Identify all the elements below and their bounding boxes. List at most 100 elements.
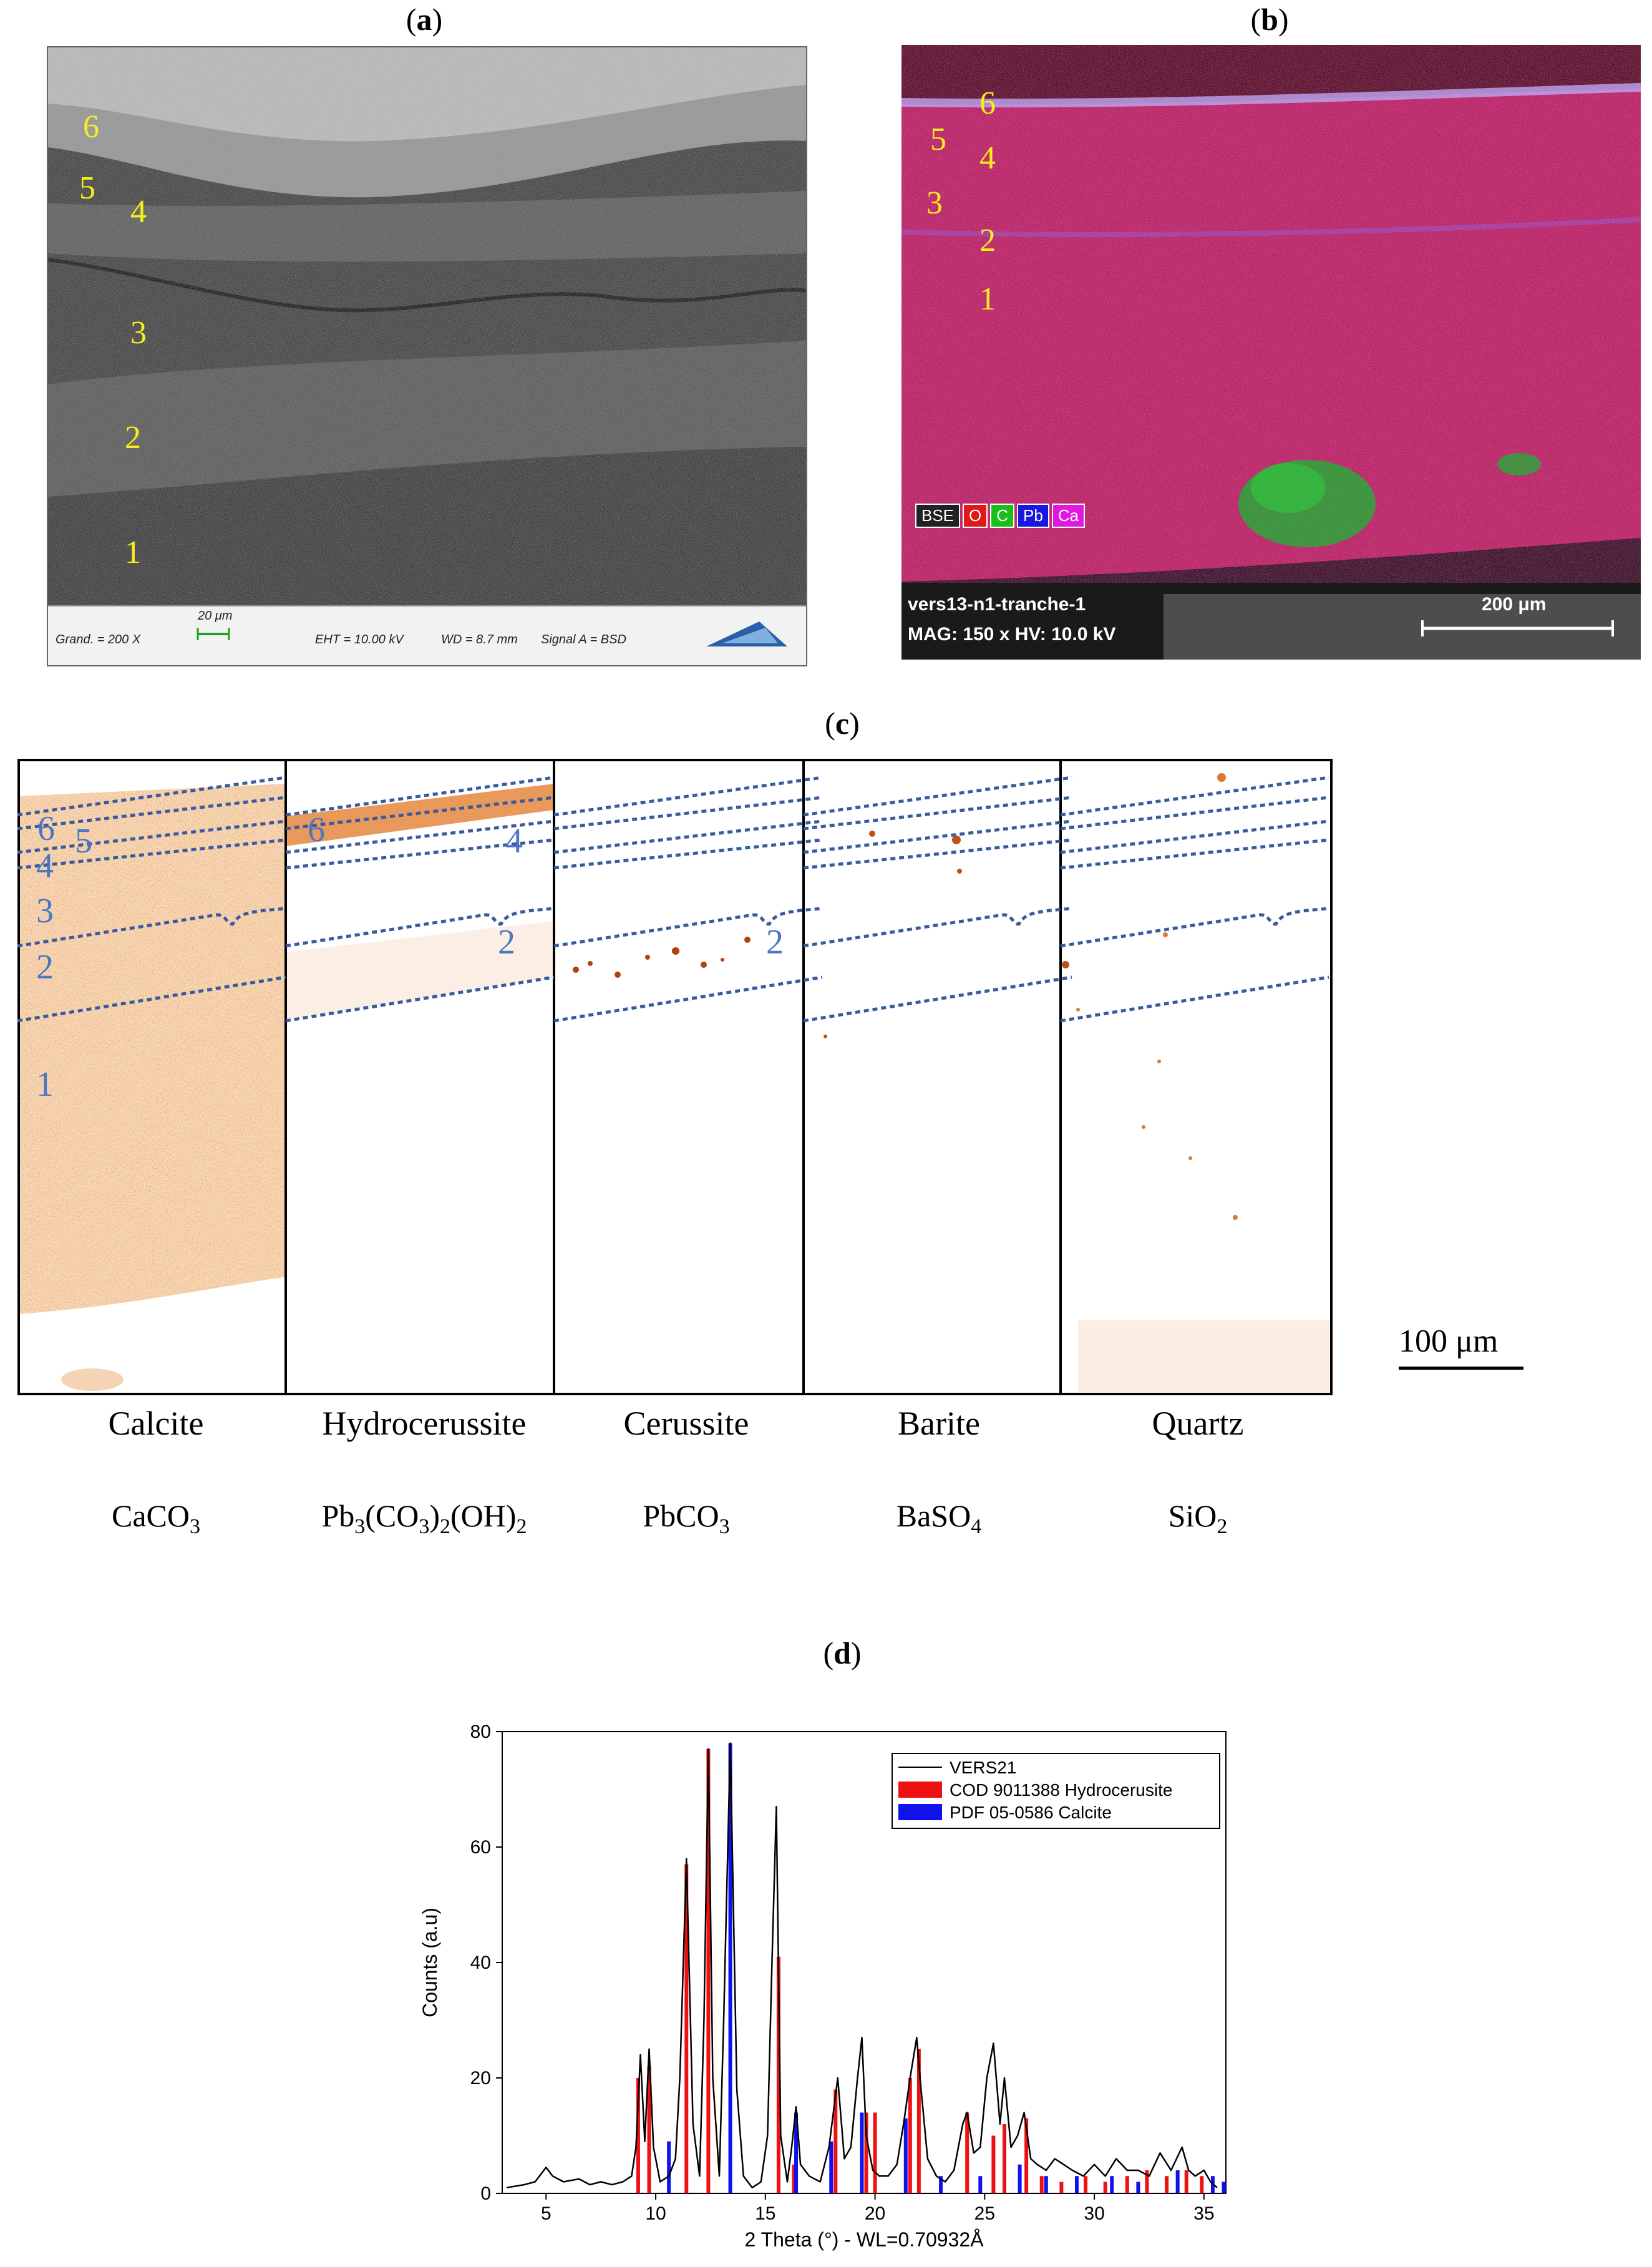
reference-stick: [1184, 2170, 1188, 2193]
panel-label-c: (c): [825, 706, 860, 741]
y-tick-label: 0: [480, 2183, 491, 2204]
mineral-formula-barite: BaSO4: [896, 1498, 982, 1538]
layer-label-2: 2: [979, 223, 996, 258]
reference-stick: [864, 2112, 868, 2193]
reference-stick: [1074, 2176, 1079, 2193]
reference-stick: [1136, 2182, 1140, 2193]
magnification-readout: MAG: 150 x HV: 10.0 kV: [908, 624, 1116, 645]
legend-label: VERS21: [950, 1758, 1016, 1777]
y-tick-label: 60: [470, 1837, 491, 1858]
layer-label-5: 5: [930, 122, 946, 157]
reference-stick: [1222, 2182, 1226, 2193]
reference-stick: [647, 2066, 651, 2193]
legend-c: C: [990, 504, 1015, 528]
layer-label-5: 5: [79, 170, 95, 206]
y-axis-label: Counts (a.u): [419, 1908, 441, 2017]
reference-stick: [794, 2112, 799, 2193]
map-scale-label: 100 μm: [1399, 1324, 1499, 1359]
reference-stick: [1059, 2182, 1064, 2193]
xrd-chart: 5 10 15 20 25 30 35 0 20 40 60 80 2 Theta (°) - WL=0…: [419, 1722, 1227, 2251]
reference-stick: [706, 1748, 711, 2193]
layer-label-3: 3: [130, 315, 147, 351]
sem-image-a: 6 5 4 3 2 1 Grand. = 200 X 20 μm EHT = 1…: [47, 46, 807, 666]
x-tick-label: 20: [865, 2203, 885, 2224]
reference-stick: [860, 2112, 864, 2193]
reference-stick: [776, 1956, 780, 2193]
reference-stick: [1002, 2124, 1006, 2193]
scale-bar-label: 20 μm: [198, 609, 233, 623]
mineral-name: Barite: [898, 1405, 980, 1442]
legend-box: [892, 1753, 1220, 1829]
reference-stick: [978, 2176, 983, 2193]
mineral-name: Quartz: [1152, 1405, 1244, 1442]
reference-stick: [1018, 2164, 1022, 2193]
sample-name: vers13-n1-tranche-1: [908, 594, 1086, 615]
y-tick-label: 20: [470, 2068, 491, 2089]
reference-stick: [1024, 2118, 1029, 2193]
mineral-formula-quartz: SiO2: [1168, 1498, 1228, 1538]
mineral-maps: 6 5 4 3 2 1 6 4 2 2: [17, 759, 1333, 1395]
layer-label-4: 4: [979, 140, 996, 176]
map-layer-label-6: 6: [37, 809, 55, 848]
mineral-formula-hydrocerussite: Pb3(CO3)2(OH)2: [321, 1498, 527, 1538]
map-layer-label-2: 2: [766, 923, 784, 962]
map-layer-label-5: 5: [75, 822, 92, 860]
legend-label: COD 9011388 Hydrocerusite: [950, 1780, 1172, 1800]
layer-label-1: 1: [125, 535, 141, 570]
reference-stick: [792, 2164, 796, 2193]
layer-label-6: 6: [83, 109, 99, 145]
reference-stick: [728, 1743, 732, 2193]
legend-label: PDF 05-0586 Calcite: [950, 1803, 1112, 1822]
map-layer-label-6: 6: [308, 811, 325, 849]
reference-stick: [636, 2078, 640, 2193]
mineral-name: Hydrocerussite: [322, 1405, 527, 1442]
reference-stick: [1044, 2176, 1048, 2193]
legend-o: O: [963, 504, 988, 528]
eds-map-b: 6 5 4 3 2 1 BSE O C Pb Ca vers13-n1-tran…: [901, 45, 1641, 660]
legend-ca: Ca: [1051, 504, 1086, 528]
reference-stick: [991, 2135, 996, 2193]
magnification-readout: Grand. = 200 X: [56, 633, 141, 646]
reference-stick: [1200, 2176, 1204, 2193]
x-tick-label: 35: [1193, 2203, 1214, 2224]
y-tick-label: 80: [470, 1722, 491, 1742]
map-layer-label-1: 1: [36, 1065, 54, 1104]
reference-stick: [965, 2112, 969, 2193]
map-layer-label-2: 2: [36, 948, 54, 987]
reference-stick: [1110, 2176, 1114, 2193]
reference-stick: [873, 2112, 877, 2193]
data-line: [506, 1742, 1218, 2189]
reference-stick: [1103, 2182, 1107, 2193]
layer-label-6: 6: [979, 85, 996, 121]
reference-stick: [1125, 2176, 1129, 2193]
reference-stick: [903, 2118, 908, 2193]
reference-stick: [833, 2089, 838, 2193]
panel-label-b: (b): [1250, 2, 1289, 37]
mineral-name: Cerussite: [623, 1405, 749, 1442]
reference-stick: [1175, 2170, 1180, 2193]
reference-stick: [684, 1864, 689, 2193]
layer-label-4: 4: [130, 194, 147, 230]
legend-swatch: [898, 1804, 942, 1820]
reference-stick: [829, 2141, 833, 2193]
map-layer-label-3: 3: [36, 892, 54, 930]
legend-bse: BSE: [915, 504, 961, 528]
scale-bar-label: 200 μm: [1482, 594, 1547, 615]
x-axis-label: 2 Theta (°) - WL=0.70932Å: [744, 2228, 984, 2251]
layer-label-2: 2: [125, 420, 141, 456]
reference-stick: [1145, 2170, 1149, 2193]
reference-stick: [667, 2141, 671, 2193]
signal-readout: Signal A = BSD: [541, 633, 626, 646]
map-layer-label-4: 4: [36, 847, 54, 885]
reference-stick: [939, 2176, 943, 2193]
eht-readout: EHT = 10.00 kV: [315, 633, 404, 646]
reference-stick: [1165, 2176, 1169, 2193]
mineral-name: Calcite: [108, 1405, 204, 1442]
legend-pb: Pb: [1017, 504, 1049, 528]
element-legend: BSE O C Pb Ca: [915, 504, 1086, 528]
map-scale-bar: [1399, 1367, 1523, 1370]
map-layer-label-4: 4: [505, 822, 523, 860]
panel-label-d: (d): [823, 1636, 862, 1670]
x-tick-label: 5: [541, 2203, 551, 2224]
panel-label-a: (a): [406, 2, 443, 37]
